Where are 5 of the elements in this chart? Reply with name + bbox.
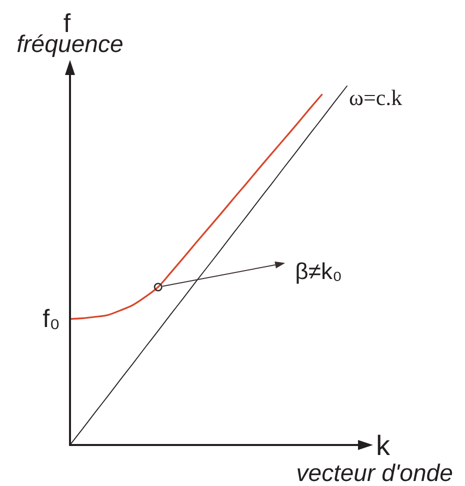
text: f₀ — [42, 304, 60, 333]
series-label: ω=c.k — [349, 85, 402, 110]
annotation: β≠k₀ — [295, 258, 342, 284]
y-axis-title: f fréquence — [16, 8, 124, 58]
x-axis-title: k vecteur d'onde — [296, 430, 453, 486]
